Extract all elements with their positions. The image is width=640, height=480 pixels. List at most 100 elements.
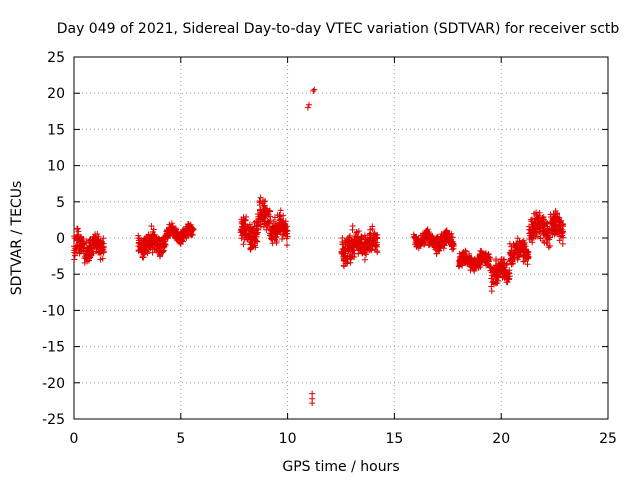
data-point xyxy=(548,219,555,226)
x-tick-label: 5 xyxy=(176,431,185,447)
data-point xyxy=(266,220,273,227)
y-tick-label: 0 xyxy=(56,231,65,247)
data-point xyxy=(240,220,247,227)
data-point xyxy=(552,208,559,215)
data-point xyxy=(553,223,560,230)
data-point xyxy=(549,231,556,238)
data-point xyxy=(462,259,469,266)
data-point xyxy=(369,237,376,244)
data-point xyxy=(304,104,311,111)
data-point xyxy=(372,243,379,250)
data-point xyxy=(514,251,521,258)
data-point xyxy=(364,246,371,253)
data-point xyxy=(491,269,498,276)
data-point xyxy=(508,261,515,268)
data-point xyxy=(544,240,551,247)
data-point xyxy=(490,265,497,272)
data-point xyxy=(432,244,439,251)
data-point xyxy=(81,247,88,254)
data-point xyxy=(533,214,540,221)
data-point xyxy=(521,258,528,265)
data-point xyxy=(521,248,528,255)
data-point xyxy=(520,253,527,260)
data-point xyxy=(71,249,78,256)
y-tick-label: -5 xyxy=(51,267,65,283)
data-point xyxy=(183,234,190,241)
data-point xyxy=(373,234,380,241)
data-point xyxy=(514,254,521,261)
data-point xyxy=(150,228,157,235)
data-point xyxy=(162,241,169,248)
data-point xyxy=(440,245,447,252)
data-point xyxy=(349,226,356,233)
data-point xyxy=(475,263,482,270)
data-point xyxy=(443,228,450,235)
x-tick-label: 0 xyxy=(70,431,79,447)
data-point xyxy=(77,235,84,242)
data-point xyxy=(148,223,155,230)
data-point xyxy=(78,234,85,241)
data-point xyxy=(361,232,368,239)
data-point xyxy=(536,229,543,236)
data-point xyxy=(73,246,80,253)
data-point xyxy=(510,250,517,257)
data-point xyxy=(506,270,513,277)
y-tick-label: 10 xyxy=(47,159,65,175)
data-point xyxy=(136,235,143,242)
data-point xyxy=(151,246,158,253)
y-axis-ticks: -25 -20 -15 -10 -5 0 5 10 15 20 25 xyxy=(42,50,608,428)
data-point xyxy=(151,233,158,240)
data-point xyxy=(558,229,565,236)
data-point xyxy=(556,237,563,244)
data-point xyxy=(239,218,246,225)
data-point xyxy=(144,234,151,241)
data-point xyxy=(177,236,184,243)
data-point xyxy=(265,219,272,226)
data-point xyxy=(261,218,268,225)
data-point xyxy=(83,255,90,262)
data-point xyxy=(434,234,441,241)
data-point xyxy=(143,241,150,248)
data-point xyxy=(523,255,530,262)
y-tick-label: -25 xyxy=(42,412,65,428)
data-point xyxy=(417,232,424,239)
data-point xyxy=(528,218,535,225)
data-point xyxy=(545,244,552,251)
data-point xyxy=(507,251,514,258)
data-point xyxy=(353,229,360,236)
data-point xyxy=(349,242,356,249)
data-point xyxy=(532,233,539,240)
data-point xyxy=(548,225,555,232)
data-point xyxy=(366,231,373,238)
data-point xyxy=(164,227,171,234)
data-point xyxy=(552,219,559,226)
data-point xyxy=(355,246,362,253)
data-point xyxy=(74,225,81,232)
data-point xyxy=(347,256,354,263)
data-point xyxy=(459,262,466,269)
data-point xyxy=(529,232,536,239)
data-point xyxy=(500,266,507,273)
data-point xyxy=(361,256,368,263)
data-point xyxy=(247,241,254,248)
data-point xyxy=(141,235,148,242)
data-point xyxy=(260,203,267,210)
data-point xyxy=(246,226,253,233)
data-point xyxy=(341,263,348,270)
data-point xyxy=(187,230,194,237)
data-point xyxy=(149,249,156,256)
data-point xyxy=(540,227,547,234)
data-point xyxy=(240,214,247,221)
data-point xyxy=(153,241,160,248)
data-point xyxy=(431,238,438,245)
data-point xyxy=(449,246,456,253)
data-point xyxy=(526,236,533,243)
data-point xyxy=(153,238,160,245)
data-point xyxy=(71,252,78,259)
data-point xyxy=(155,235,162,242)
data-point xyxy=(530,223,537,230)
data-point xyxy=(555,230,562,237)
y-tick-label: -15 xyxy=(42,340,65,356)
data-point xyxy=(84,251,91,258)
data-point xyxy=(257,213,264,220)
